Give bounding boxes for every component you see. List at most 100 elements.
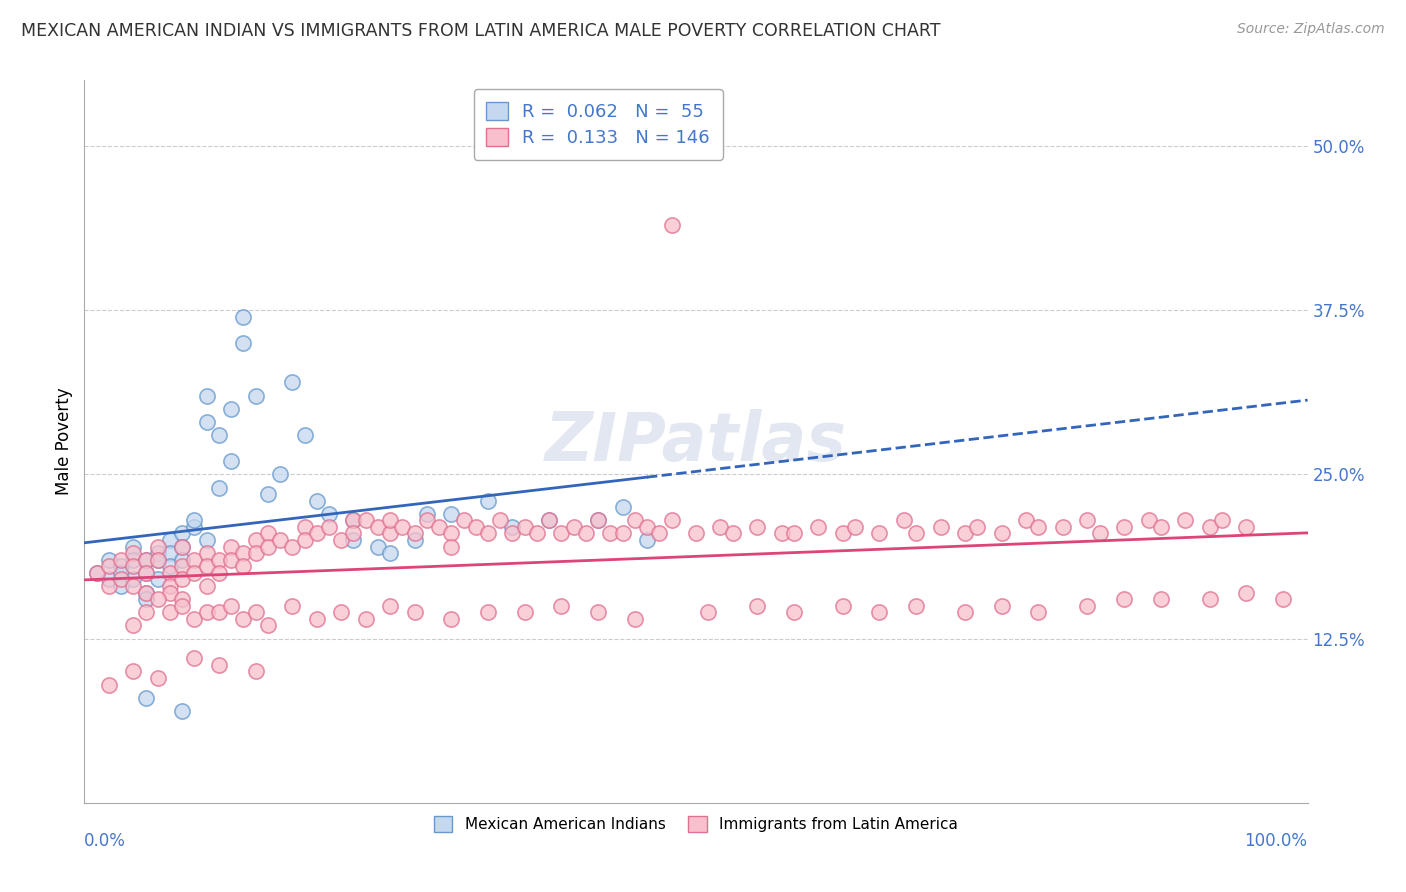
Point [1076,513,1098,527]
Point [1211,513,1233,527]
Point [1198,592,1220,607]
Point [404,526,426,541]
Point [146,592,169,607]
Point [219,553,242,567]
Point [219,401,242,416]
Y-axis label: Male Poverty: Male Poverty [55,388,73,495]
Point [294,428,316,442]
Point [1198,520,1220,534]
Point [1150,520,1173,534]
Point [404,605,426,619]
Point [905,599,928,613]
Point [636,533,658,547]
Point [1028,520,1050,534]
Point [953,526,976,541]
Point [318,520,340,534]
Point [1052,520,1074,534]
Point [97,559,120,574]
Point [159,559,181,574]
Point [661,218,683,232]
Point [538,513,561,527]
Point [232,559,254,574]
Point [783,526,806,541]
Point [1114,520,1136,534]
Point [330,605,353,619]
Point [440,526,463,541]
Point [172,540,194,554]
Point [208,428,231,442]
Point [685,526,707,541]
Point [330,533,353,547]
Point [172,599,194,613]
Point [538,513,561,527]
Point [831,526,853,541]
Point [146,573,169,587]
Point [245,388,267,402]
Point [953,605,976,619]
Point [183,520,205,534]
Point [1015,513,1038,527]
Point [183,566,205,580]
Point [550,599,572,613]
Point [159,566,181,580]
Point [1236,585,1258,599]
Point [195,415,218,429]
Point [440,507,463,521]
Point [502,520,524,534]
Point [966,520,988,534]
Point [232,546,254,560]
Point [269,533,291,547]
Point [513,605,536,619]
Point [195,546,218,560]
Point [342,526,364,541]
Point [159,546,181,560]
Point [624,612,647,626]
Point [159,605,181,619]
Point [208,553,231,567]
Point [135,690,157,705]
Point [159,585,181,599]
Point [489,513,512,527]
Point [612,500,634,515]
Point [219,540,242,554]
Point [183,553,205,567]
Point [122,559,145,574]
Point [232,336,254,351]
Point [354,612,377,626]
Point [709,520,731,534]
Point [122,618,145,632]
Point [929,520,952,534]
Point [697,605,720,619]
Point [294,533,316,547]
Point [122,546,145,560]
Point [404,533,426,547]
Point [135,553,157,567]
Point [281,376,304,390]
Point [183,612,205,626]
Point [122,553,145,567]
Point [575,526,598,541]
Point [721,526,744,541]
Point [122,573,145,587]
Point [648,526,671,541]
Point [1150,592,1173,607]
Point [427,520,450,534]
Point [893,513,915,527]
Point [294,520,316,534]
Point [991,599,1014,613]
Point [440,612,463,626]
Point [281,599,304,613]
Point [232,310,254,324]
Point [586,513,609,527]
Point [245,533,267,547]
Point [269,467,291,482]
Point [747,520,769,534]
Point [172,540,194,554]
Point [110,553,132,567]
Point [380,599,402,613]
Point [122,540,145,554]
Point [135,592,157,607]
Point [586,513,609,527]
Point [562,520,585,534]
Point [219,454,242,468]
